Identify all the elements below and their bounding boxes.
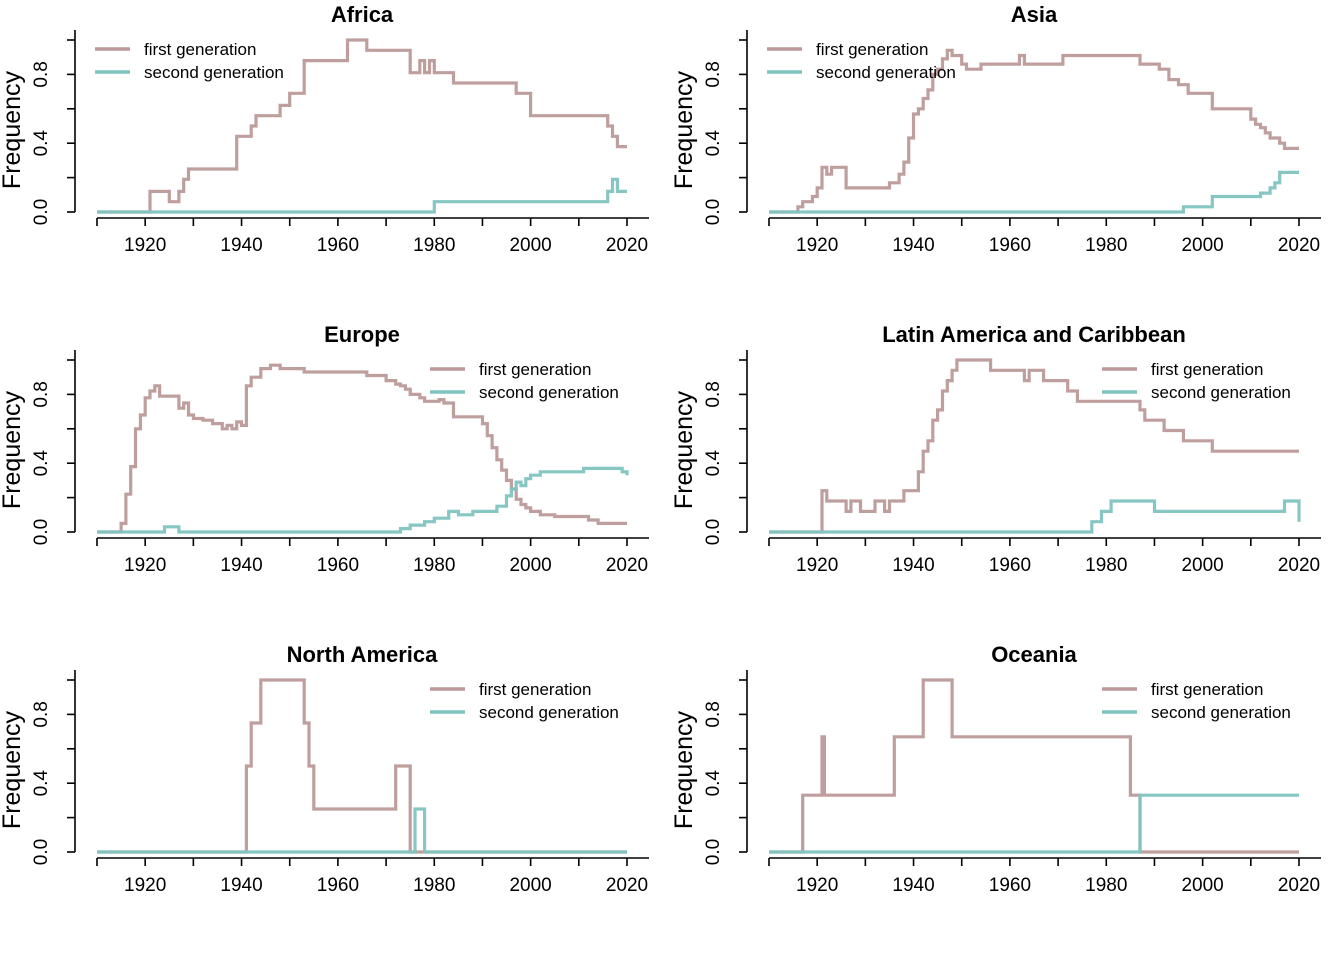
series-line-second-generation	[769, 499, 1301, 534]
y-tick-label-0-4: 0.4	[31, 130, 52, 157]
x-tick-label-2000: 2000	[509, 555, 551, 576]
x-tick-label-1920: 1920	[124, 875, 166, 896]
x-tick-label-2000: 2000	[1181, 875, 1223, 896]
x-tick-label-1960: 1960	[317, 555, 359, 576]
legend-label-second-generation: second generation	[1151, 703, 1291, 722]
y-tick-label-0-0: 0.0	[703, 839, 724, 865]
x-tick-label-1940: 1940	[892, 875, 934, 896]
series-line-second-generation	[769, 170, 1299, 214]
x-tick-label-1940: 1940	[892, 555, 934, 576]
legend-label-second-generation: second generation	[479, 703, 619, 722]
x-tick-label-1920: 1920	[124, 235, 166, 256]
x-tick-label-1980: 1980	[413, 555, 455, 576]
x-tick-label-1920: 1920	[796, 875, 838, 896]
x-tick-label-2020: 2020	[1278, 235, 1320, 256]
x-tick-label-1920: 1920	[124, 555, 166, 576]
series-line-second-generation	[97, 807, 627, 854]
series-line-first-generation	[769, 678, 1299, 854]
series-line-second-generation	[769, 793, 1299, 854]
series-line-first-generation	[97, 363, 627, 534]
y-tick-label-0-8: 0.8	[703, 61, 724, 87]
x-tick-label-1940: 1940	[220, 235, 262, 256]
x-tick-label-1980: 1980	[1085, 555, 1127, 576]
y-tick-label-0-0: 0.0	[31, 199, 52, 225]
series-line-first-generation	[769, 48, 1299, 214]
panel-latin-america-and-caribbean: Latin America and Caribbean 1920 1940 1960 1…	[670, 322, 1321, 576]
panel-europe: Europe 1920 1940 1960 1980 2000 2020 0.0 0.4 0.8F…	[0, 322, 649, 576]
series-line-first-generation	[97, 38, 627, 214]
legend-label-second-generation: second generation	[144, 63, 284, 82]
series-line-second-generation	[97, 466, 629, 534]
x-tick-label-1920: 1920	[796, 235, 838, 256]
x-tick-label-1940: 1940	[220, 875, 262, 896]
y-axis-label: Frequency	[670, 390, 698, 509]
x-tick-label-2000: 2000	[509, 235, 551, 256]
panel-north-america: North America 1920 1940 1960 1980 2000 2020 0.0…	[0, 642, 649, 896]
legend-label-second-generation: second generation	[1151, 383, 1291, 402]
y-tick-label-0-8: 0.8	[31, 381, 52, 407]
x-tick-label-1980: 1980	[1085, 875, 1127, 896]
chart-title: Europe	[324, 322, 400, 347]
legend-label-first-generation: first generation	[1151, 680, 1263, 699]
x-tick-label-1980: 1980	[413, 235, 455, 256]
y-axis-label: Frequency	[670, 70, 698, 189]
y-tick-label-0-4: 0.4	[703, 450, 724, 477]
x-tick-label-1920: 1920	[796, 555, 838, 576]
series-line-second-generation	[97, 177, 627, 214]
chart-title: Latin America and Caribbean	[882, 322, 1186, 347]
series-line-first-generation	[769, 358, 1299, 534]
x-tick-label-1960: 1960	[989, 235, 1031, 256]
y-tick-label-0-8: 0.8	[31, 61, 52, 87]
x-tick-label-1960: 1960	[317, 235, 359, 256]
x-tick-label-2020: 2020	[1278, 875, 1320, 896]
y-tick-label-0-0: 0.0	[703, 519, 724, 545]
y-tick-label-0-4: 0.4	[703, 770, 724, 797]
y-tick-label-0-8: 0.8	[703, 381, 724, 407]
x-tick-label-2000: 2000	[509, 875, 551, 896]
series-line-first-generation	[97, 678, 627, 854]
chart-title: North America	[287, 642, 439, 667]
legend-label-first-generation: first generation	[144, 40, 256, 59]
y-tick-label-0-4: 0.4	[31, 770, 52, 797]
legend-label-second-generation: second generation	[816, 63, 956, 82]
y-axis-label: Frequency	[0, 70, 26, 189]
y-tick-label-0-4: 0.4	[31, 450, 52, 477]
chart-title: Oceania	[991, 642, 1077, 667]
y-tick-label-0-0: 0.0	[31, 519, 52, 545]
x-tick-label-1980: 1980	[413, 875, 455, 896]
x-tick-label-1960: 1960	[317, 875, 359, 896]
y-tick-label-0-8: 0.8	[31, 701, 52, 727]
legend-label-first-generation: first generation	[479, 680, 591, 699]
x-tick-label-1960: 1960	[989, 875, 1031, 896]
x-tick-label-2000: 2000	[1181, 555, 1223, 576]
x-tick-label-1940: 1940	[892, 235, 934, 256]
y-tick-label-0-8: 0.8	[703, 701, 724, 727]
panel-africa: Africa 1920 1940 1960 1980 2000 2020 0.0 0.4 0.8F…	[0, 2, 649, 256]
y-axis-label: Frequency	[670, 710, 698, 829]
panel-asia: Asia 1920 1940 1960 1980 2000 2020 0.0 0.4 0.8Fre…	[670, 2, 1321, 256]
y-tick-label-0-4: 0.4	[703, 130, 724, 157]
x-tick-label-1960: 1960	[989, 555, 1031, 576]
x-tick-label-2020: 2020	[606, 555, 648, 576]
legend-label-first-generation: first generation	[816, 40, 928, 59]
y-tick-label-0-0: 0.0	[703, 199, 724, 225]
y-axis-label: Frequency	[0, 390, 26, 509]
x-tick-label-2020: 2020	[606, 875, 648, 896]
chart-title: Africa	[331, 2, 394, 27]
y-axis-label: Frequency	[0, 710, 26, 829]
legend-label-first-generation: first generation	[479, 360, 591, 379]
panel-oceania: Oceania 1920 1940 1960 1980 2000 2020 0.0 0.4 0.8…	[670, 642, 1321, 896]
legend-label-second-generation: second generation	[479, 383, 619, 402]
x-tick-label-1940: 1940	[220, 555, 262, 576]
x-tick-label-2020: 2020	[606, 235, 648, 256]
x-tick-label-1980: 1980	[1085, 235, 1127, 256]
x-tick-label-2000: 2000	[1181, 235, 1223, 256]
legend-label-first-generation: first generation	[1151, 360, 1263, 379]
chart-title: Asia	[1011, 2, 1058, 27]
x-tick-label-2020: 2020	[1278, 555, 1320, 576]
y-tick-label-0-0: 0.0	[31, 839, 52, 865]
